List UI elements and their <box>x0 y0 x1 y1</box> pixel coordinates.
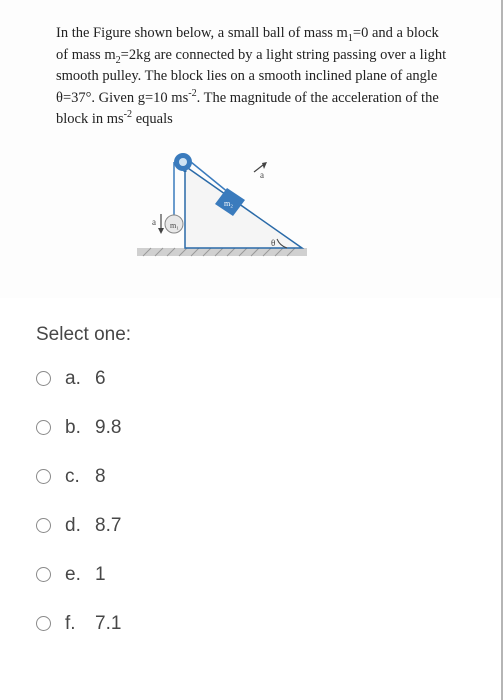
option-f[interactable]: f. 7.1 <box>36 613 503 635</box>
option-value: 8 <box>95 466 106 488</box>
option-value: 8.7 <box>95 515 121 537</box>
radio-icon[interactable] <box>36 469 51 484</box>
radio-icon[interactable] <box>36 518 51 533</box>
option-value: 1 <box>95 564 106 586</box>
pulley-hub <box>179 158 187 166</box>
label-m1: m₁ <box>170 221 179 230</box>
question-text: In the Figure shown below, a small ball … <box>56 24 447 130</box>
option-d[interactable]: d. 8.7 <box>36 515 503 537</box>
label-m2: m₂ <box>224 199 233 208</box>
option-letter: b. <box>65 417 95 439</box>
option-letter: f. <box>65 613 95 635</box>
option-a[interactable]: a. 6 <box>36 368 503 390</box>
arrow-a-left-head <box>158 228 164 234</box>
radio-icon[interactable] <box>36 371 51 386</box>
answer-panel: Select one: a. 6 b. 9.8 c. 8 d. 8.7 e. 1… <box>0 298 503 635</box>
option-value: 7.1 <box>95 613 121 635</box>
label-a-right: a <box>260 170 264 180</box>
option-c[interactable]: c. 8 <box>36 466 503 488</box>
option-letter: a. <box>65 368 95 390</box>
option-letter: e. <box>65 564 95 586</box>
select-one-label: Select one: <box>36 324 503 346</box>
incline-pulley-figure: m₁ m₂ a a θ <box>137 148 307 268</box>
radio-icon[interactable] <box>36 420 51 435</box>
option-e[interactable]: e. 1 <box>36 564 503 586</box>
figure-wrap: m₁ m₂ a a θ <box>56 148 447 268</box>
question-panel: In the Figure shown below, a small ball … <box>0 0 503 298</box>
option-letter: c. <box>65 466 95 488</box>
option-b[interactable]: b. 9.8 <box>36 417 503 439</box>
option-letter: d. <box>65 515 95 537</box>
radio-icon[interactable] <box>36 567 51 582</box>
option-value: 6 <box>95 368 106 390</box>
figure-svg: m₁ m₂ a a θ <box>137 148 307 268</box>
option-value: 9.8 <box>95 417 121 439</box>
label-a-left: a <box>152 217 156 227</box>
radio-icon[interactable] <box>36 616 51 631</box>
label-theta: θ <box>271 238 275 248</box>
